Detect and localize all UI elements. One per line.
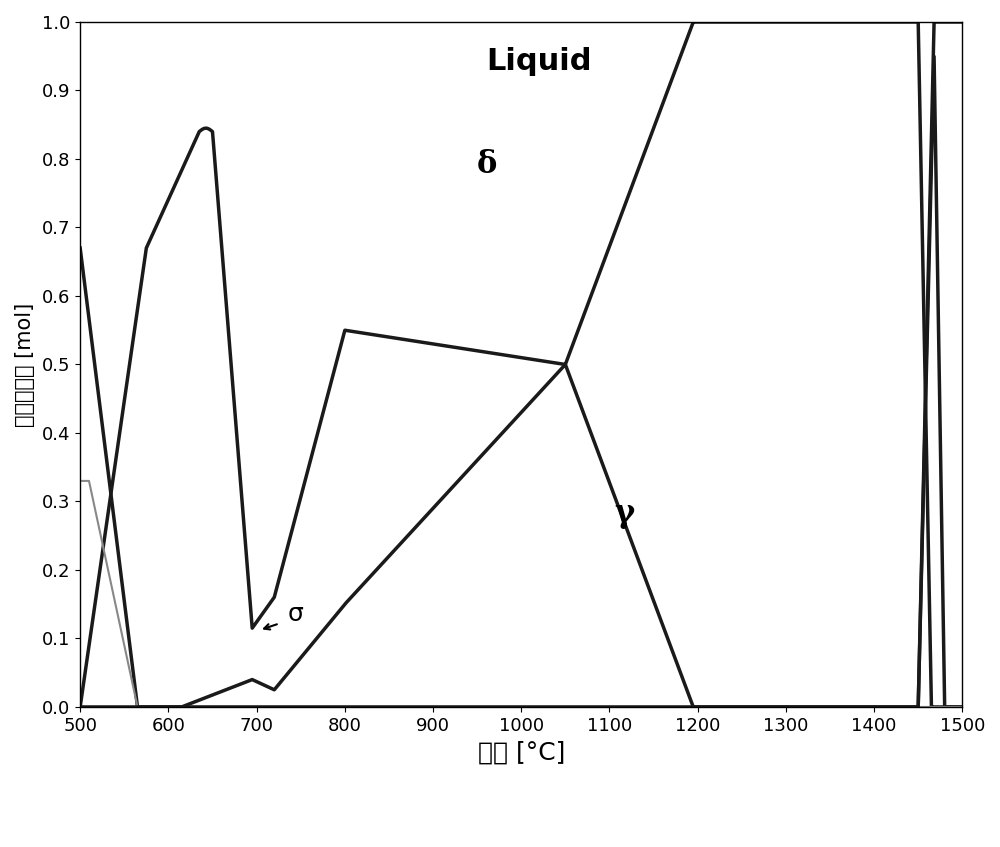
- Text: δ: δ: [477, 149, 498, 180]
- Text: σ: σ: [287, 602, 303, 626]
- Y-axis label: 各相的含量 [mol]: 各相的含量 [mol]: [15, 302, 35, 427]
- Text: Liquid: Liquid: [486, 47, 591, 76]
- Text: γ: γ: [614, 498, 634, 529]
- X-axis label: 温度 [°C]: 温度 [°C]: [478, 740, 565, 764]
